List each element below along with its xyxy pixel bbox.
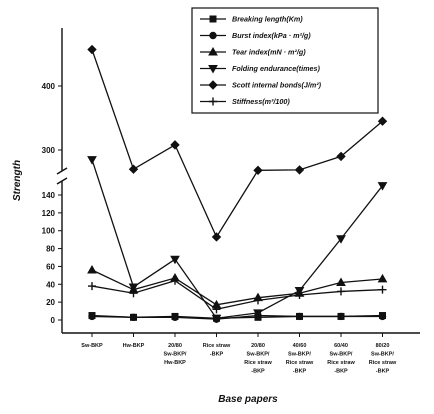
data-point-series-3: [87, 264, 97, 274]
data-point-series-6: [212, 305, 221, 314]
data-point-series-5: [336, 151, 346, 162]
x-tick-label: -BKP: [376, 369, 390, 375]
data-point-series-6: [378, 285, 387, 294]
data-point-series-4: [253, 309, 263, 318]
data-point-series-5: [87, 44, 97, 55]
x-tick-label: -BKP: [210, 352, 224, 358]
legend-marker-5: [208, 80, 218, 90]
x-tick-label: Rice straw: [203, 343, 231, 349]
x-tick-label: Rice straw: [286, 360, 314, 366]
y-tick-label: 60: [46, 262, 55, 271]
data-point-series-2: [378, 312, 387, 321]
x-tick-label: -BKP: [334, 369, 348, 375]
data-point-series-6: [129, 289, 138, 298]
legend-marker-3: [208, 46, 218, 56]
data-point-series-5: [294, 165, 305, 175]
series-line-6: [91, 280, 383, 310]
x-tick-label: Sw-BKP/: [164, 352, 187, 358]
data-point-series-2: [129, 313, 138, 322]
data-point-series-6: [254, 296, 262, 305]
y-tick-label: 300: [42, 146, 56, 155]
x-tick-label: 20/80: [251, 343, 265, 349]
data-point-series-4: [211, 314, 222, 324]
data-point-series-4: [170, 255, 180, 265]
data-point-series-5: [211, 232, 222, 242]
legend-label: Burst index(kPa · m²/g): [232, 31, 311, 40]
x-tick-label: 40/60: [293, 343, 307, 349]
data-point-series-6: [295, 291, 304, 299]
x-axis-title: Base papers: [218, 394, 278, 405]
y-axis-title: Strength: [12, 160, 23, 201]
y-tick-label: 140: [42, 191, 56, 200]
legend-label: Stiffness(m³/100): [232, 97, 290, 106]
x-tick-label: 60/40: [334, 343, 348, 349]
x-tick-label: 80/20: [376, 343, 390, 349]
legend-label: Breaking length(Km): [232, 15, 303, 24]
data-point-series-4: [128, 283, 139, 292]
data-point-series-3: [377, 273, 388, 283]
data-point-series-4: [377, 182, 388, 191]
data-point-series-2: [88, 312, 96, 321]
x-tick-label: 20/80: [168, 343, 182, 349]
y-tick-label: 80: [46, 245, 55, 254]
x-tick-label: Rice straw: [244, 360, 272, 366]
y-axis-break-mark: [56, 167, 68, 175]
x-tick-label: -BKP: [251, 369, 265, 375]
x-tick-label: Rice straw: [327, 360, 355, 366]
y-axis-break-mark: [56, 177, 68, 185]
data-point-series-4: [87, 156, 97, 165]
x-tick-label: Sw-BKP: [81, 343, 103, 349]
y-tick-label: 0: [51, 316, 56, 325]
y-tick-label: 120: [42, 209, 56, 218]
data-point-series-5: [377, 116, 388, 126]
x-tick-label: Sw-BKP/: [288, 352, 311, 358]
x-tick-label: Rice straw: [369, 360, 397, 366]
data-point-series-3: [336, 277, 346, 286]
series-line-5: [91, 49, 383, 239]
legend-label: Scott internal bonds(J/m²): [232, 81, 322, 90]
data-point-series-6: [171, 276, 179, 285]
legend-marker-6: [209, 97, 217, 106]
legend-label: Folding endurance(times): [232, 64, 320, 73]
legend-marker-1: [209, 15, 217, 23]
series-line-3: [91, 269, 383, 306]
legend-label: Tear index(mN · m²/g): [232, 48, 306, 57]
y-tick-label: 100: [42, 227, 56, 236]
x-tick-label: Hw-BKP: [164, 360, 186, 366]
x-tick-label: -BKP: [293, 369, 307, 375]
x-tick-label: Sw-BKP/: [330, 352, 353, 358]
data-point-series-5: [170, 140, 180, 150]
legend-marker-2: [209, 31, 217, 40]
data-point-series-5: [128, 164, 139, 174]
data-point-series-5: [253, 165, 263, 176]
data-point-series-2: [337, 312, 345, 321]
x-tick-label: Hw-BKP: [123, 343, 145, 349]
legend-box: [191, 7, 379, 114]
x-tick-label: Sw-BKP/: [247, 352, 270, 358]
data-point-series-6: [337, 287, 345, 296]
legend-marker-4: [208, 65, 218, 74]
data-point-series-6: [88, 282, 96, 291]
series-line-2: [91, 314, 383, 320]
y-tick-label: 20: [46, 298, 55, 307]
x-tick-label: Sw-BKP/: [371, 352, 394, 358]
y-tick-label: 40: [46, 280, 55, 289]
data-point-series-4: [336, 235, 346, 244]
data-point-series-2: [171, 313, 179, 322]
data-point-series-2: [295, 312, 304, 321]
y-tick-label: 400: [42, 82, 56, 91]
series-line-4: [91, 159, 384, 319]
